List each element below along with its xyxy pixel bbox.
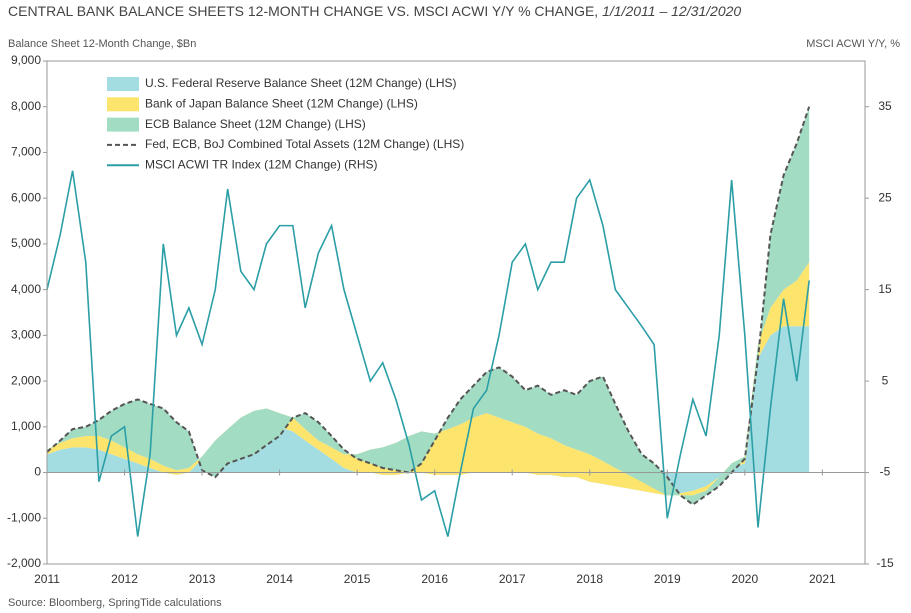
y-tick-label: 5,000 — [11, 236, 41, 250]
stacked-area — [47, 106, 810, 505]
y2-tick-label: -15 — [876, 556, 894, 570]
y-tick-label: -2,000 — [7, 556, 41, 570]
y2-tick-label: 35 — [878, 99, 892, 113]
title-main: CENTRAL BANK BALANCE SHEETS 12-MONTH CHA… — [8, 3, 598, 19]
legend-label: ECB Balance Sheet (12M Change) (LHS) — [145, 117, 366, 131]
y-tick-label: 9,000 — [11, 53, 41, 67]
y-tick-label: 4,000 — [11, 282, 41, 296]
areas — [47, 106, 810, 505]
legend-label: Fed, ECB, BoJ Combined Total Assets (12M… — [145, 137, 464, 151]
x-tick-label: 2012 — [111, 572, 138, 586]
y2-tick-label: 15 — [878, 282, 892, 296]
y2-axis-label: MSCI ACWI Y/Y, % — [806, 38, 900, 50]
y-tick-label: 6,000 — [11, 190, 41, 204]
y-tick-label: 0 — [34, 465, 41, 479]
legend-swatch — [107, 77, 139, 91]
x-tick-label: 2014 — [266, 572, 293, 586]
y-tick-label: -1,000 — [7, 510, 41, 524]
y-tick-label: 2,000 — [11, 373, 41, 387]
legend-label: MSCI ACWI TR Index (12M Change) (RHS) — [145, 157, 378, 171]
x-tick-label: 2017 — [499, 572, 526, 586]
y-tick-label: 1,000 — [11, 419, 41, 433]
series-line — [46, 106, 811, 506]
x-tick-label: 2013 — [189, 572, 216, 586]
legend-label: Bank of Japan Balance Sheet (12M Change)… — [145, 96, 418, 110]
x-tick-label: 2011 — [34, 572, 60, 586]
title-dates: 1/1/2011 – 12/31/2020 — [602, 3, 741, 19]
x-tick-label: 2021 — [809, 572, 836, 586]
x-tick-label: 2018 — [576, 572, 603, 586]
source-note: Source: Bloomberg, SpringTide calculatio… — [8, 597, 222, 609]
x-tick-label: 2015 — [344, 572, 371, 586]
y-tick-label: 3,000 — [11, 328, 41, 342]
y2-tick-label: 25 — [878, 190, 892, 204]
y-axis-label: Balance Sheet 12-Month Change, $Bn — [8, 38, 196, 50]
x-tick-label: 2016 — [421, 572, 448, 586]
legend-label: U.S. Federal Reserve Balance Sheet (12M … — [145, 76, 456, 90]
series-line — [46, 170, 810, 537]
chart-title: CENTRAL BANK BALANCE SHEETS 12-MONTH CHA… — [8, 3, 741, 19]
legend-swatch — [107, 97, 139, 112]
x-tick-label: 2019 — [654, 572, 681, 586]
lines — [46, 106, 811, 537]
y-tick-label: 7,000 — [11, 145, 41, 159]
x-tick-label: 2020 — [731, 572, 758, 586]
y2-tick-label: -5 — [880, 465, 891, 479]
y-tick-label: 8,000 — [11, 99, 41, 113]
legend-swatch — [107, 117, 139, 132]
y2-tick-label: 5 — [882, 373, 889, 387]
plot-frame — [46, 60, 866, 565]
